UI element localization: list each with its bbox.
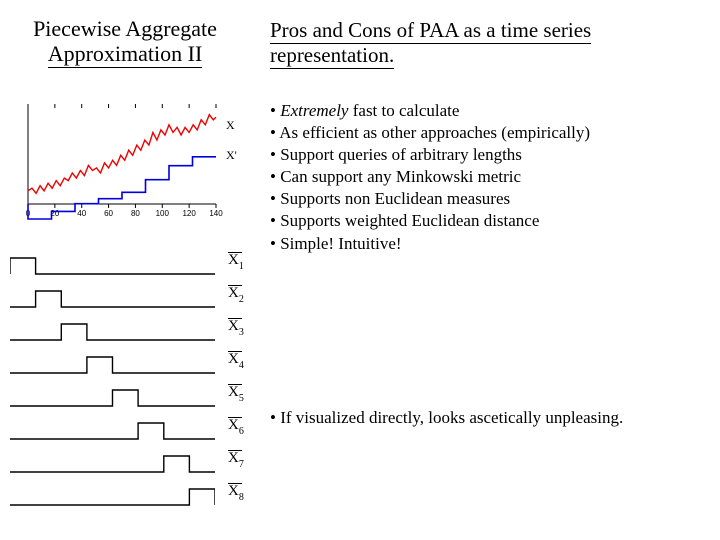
basis-label: X4 (228, 351, 244, 370)
basis-label: X8 (228, 483, 244, 502)
basis-row: X2 (10, 283, 256, 316)
pros-list: • Extremely fast to calculate• As effici… (270, 100, 720, 255)
pros-item: • Supports non Euclidean measures (270, 188, 720, 210)
basis-strip-svg (10, 481, 215, 514)
basis-row: X3 (10, 316, 256, 349)
basis-label: X1 (228, 252, 244, 271)
pros-item: • Extremely fast to calculate (270, 100, 720, 122)
left-title: Piecewise Aggregate Approximation II (20, 16, 230, 67)
series-xprime-label: X' (226, 148, 237, 163)
series-x (28, 115, 216, 194)
left-title-line2: Approximation II (48, 41, 203, 68)
paa-chart: 020406080100120140 (8, 98, 238, 238)
svg-text:60: 60 (104, 209, 113, 218)
basis-row: X6 (10, 415, 256, 448)
basis-label: X5 (228, 384, 244, 403)
cons-list: • If visualized directly, looks ascetica… (270, 408, 720, 428)
basis-strip-svg (10, 349, 215, 382)
series-x-label: X (226, 118, 235, 133)
pros-item: • Simple! Intuitive! (270, 233, 720, 255)
basis-label: X2 (228, 285, 244, 304)
basis-row: X5 (10, 382, 256, 415)
basis-row: X1 (10, 250, 256, 283)
svg-text:140: 140 (209, 209, 223, 218)
basis-strips: X1 X2 X3 X4 X5 X6 X7 X8 (10, 250, 256, 514)
basis-label: X7 (228, 450, 244, 469)
basis-row: X4 (10, 349, 256, 382)
pros-item: • As efficient as other approaches (empi… (270, 122, 720, 144)
right-title: Pros and Cons of PAA as a time series re… (270, 18, 710, 68)
svg-text:80: 80 (131, 209, 140, 218)
basis-strip-svg (10, 283, 215, 316)
basis-label: X3 (228, 318, 244, 337)
basis-row: X7 (10, 448, 256, 481)
svg-text:40: 40 (77, 209, 86, 218)
pros-item: • Can support any Minkowski metric (270, 166, 720, 188)
basis-strip-svg (10, 316, 215, 349)
pros-item: • Support queries of arbitrary lengths (270, 144, 720, 166)
right-title-text: Pros and Cons of PAA as a time series re… (270, 18, 591, 69)
basis-strip-svg (10, 382, 215, 415)
pros-item: • Supports weighted Euclidean distance (270, 210, 720, 232)
cons-text: • If visualized directly, looks ascetica… (270, 408, 623, 427)
basis-label: X6 (228, 417, 244, 436)
svg-text:120: 120 (182, 209, 196, 218)
basis-strip-svg (10, 250, 215, 283)
left-title-line1: Piecewise Aggregate (33, 16, 217, 41)
basis-strip-svg (10, 415, 215, 448)
basis-strip-svg (10, 448, 215, 481)
basis-row: X8 (10, 481, 256, 514)
paa-chart-svg: 020406080100120140 (8, 98, 238, 238)
svg-text:100: 100 (156, 209, 170, 218)
